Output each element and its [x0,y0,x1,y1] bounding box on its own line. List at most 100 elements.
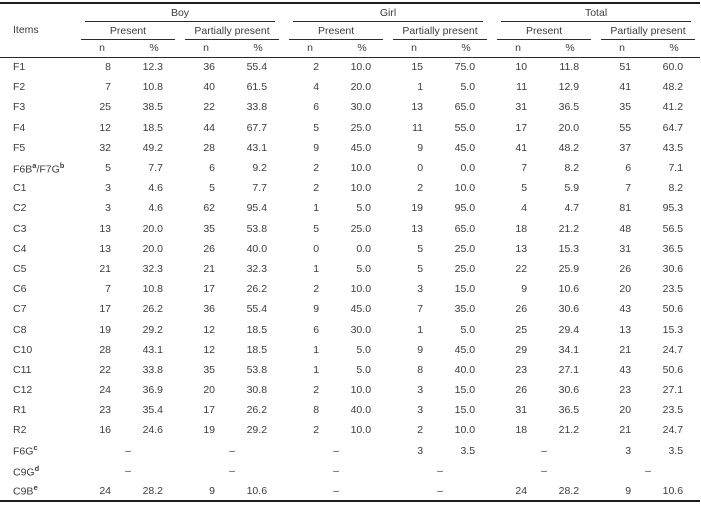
cell-n: 20 [203,384,215,397]
item-label: C1 [13,182,27,195]
cell-n: 19 [203,424,215,437]
cell-n: 11 [412,121,424,134]
cell-percent: 27.1 [558,363,580,376]
cell-percent: 55.4 [246,61,268,74]
cell-n: 21 [619,424,632,437]
cell-n: 13 [411,101,424,114]
no-data-dash: – [645,464,651,477]
cell-percent: 30.8 [246,384,268,397]
subheader-boy-partial: Partially present [180,22,284,40]
cell-n: 9 [313,303,320,316]
cell-percent: 4.7 [564,202,580,215]
cell-percent: 48.2 [662,81,684,94]
cell-percent: 5.0 [460,81,476,94]
cell-n: 43 [619,303,632,316]
cell-percent: 15.3 [662,323,684,336]
cell-n: 26 [619,262,632,275]
cell-n: 24 [99,484,111,497]
cell-percent: 25.0 [454,262,476,275]
cell-percent: 28.2 [558,484,580,497]
table-row: C7 17 26.2 36 55.4 9 45.0 7 35.0 26 30.6 43 50.6 [0,299,700,319]
item-label: F2 [13,81,26,94]
table-header: Items Boy Girl Total Present Partially p… [0,3,701,58]
cell-percent: 5.0 [356,343,372,356]
cell-percent: 10.6 [662,484,684,497]
cell-percent: 15.0 [454,384,476,397]
group-header-total: Total [492,3,700,22]
cell-percent: 21.2 [558,424,580,437]
cell-percent: 65.0 [454,101,476,114]
cell-n: 15 [411,61,424,74]
cell-percent: 18.5 [142,121,163,134]
cell-percent: 20.0 [350,81,372,94]
cell-n: 9 [417,141,424,154]
footnote-marker: a [32,160,37,170]
cell-percent: 65.0 [454,222,476,235]
cell-n: 62 [203,202,215,215]
cell-percent: 5.0 [460,323,476,336]
cell-n: 23 [619,384,632,397]
cell-percent: 25.0 [454,242,476,255]
cell-percent: 29.2 [246,424,268,437]
cell-n: 17 [203,283,215,296]
subheader-total-present: Present [492,22,596,40]
cell-percent: 45.0 [350,303,372,316]
col-header-pct: % [544,40,597,58]
cell-n: 5 [313,121,320,134]
cell-percent: 36.9 [142,384,163,397]
cell-n: 25 [99,101,111,114]
cell-n: 17 [99,303,111,316]
cell-n: 40 [203,81,215,94]
cell-n: 6 [625,162,632,175]
cell-percent: 95.0 [454,202,476,215]
cell-percent: 43.5 [662,141,684,154]
no-data-dash: – [125,444,131,457]
cell-n: 26 [203,242,215,255]
col-header-pct: % [336,40,389,58]
cell-percent: 10.6 [246,484,268,497]
table-row: F2 7 10.8 40 61.5 4 20.0 1 5.0 11 12.9 41 48.2 [0,77,700,97]
cell-percent: 27.1 [662,384,684,397]
cell-n: 23 [515,363,528,376]
cell-percent: 25.0 [350,121,372,134]
cell-n: 17 [203,404,215,417]
cell-n: 21 [619,343,632,356]
cell-n: 6 [209,162,215,175]
cell-n: 35 [203,222,215,235]
cell-percent: 50.6 [662,303,684,316]
cell-n: 9 [313,141,320,154]
cell-percent: 26.2 [246,283,268,296]
item-label: C4 [13,242,27,255]
item-label: C3 [13,222,27,235]
table-row: C1 3 4.6 5 7.7 2 10.0 2 10.0 5 5.9 7 8.2 [0,178,700,198]
item-label: C11 [13,363,32,376]
table-row: C9Be 24 28.2 9 10.6 – – 24 28.2 9 10.6 [0,481,700,501]
cell-n: 2 [313,424,320,437]
cell-n: 13 [411,222,424,235]
cell-n: 17 [515,121,528,134]
no-data-dash: – [333,444,339,457]
cell-n: 2 [313,182,320,195]
table-row: F3 25 38.5 22 33.8 6 30.0 13 65.0 31 36.5 35 41.2 [0,97,700,117]
cell-percent: 55.0 [454,121,476,134]
cell-n: 4 [313,81,320,94]
cell-percent: 75.0 [454,61,476,74]
cell-percent: 8.2 [668,182,684,195]
cell-n: 1 [313,343,320,356]
cell-percent: 10.0 [350,61,372,74]
cell-n: 29 [515,343,528,356]
cell-percent: 24.7 [662,343,684,356]
cell-n: 19 [99,323,111,336]
cell-n: 6 [313,101,320,114]
cell-n: 37 [619,141,632,154]
cell-percent: 56.5 [662,222,684,235]
item-label: F4 [13,121,26,134]
cell-n: 0 [417,162,424,175]
cell-percent: 29.4 [558,323,580,336]
no-data-dash: – [437,464,443,477]
item-label: C2 [13,202,27,215]
cell-percent: 3.5 [668,444,684,457]
cell-percent: 24.6 [142,424,163,437]
cell-percent: 9.2 [252,162,268,175]
